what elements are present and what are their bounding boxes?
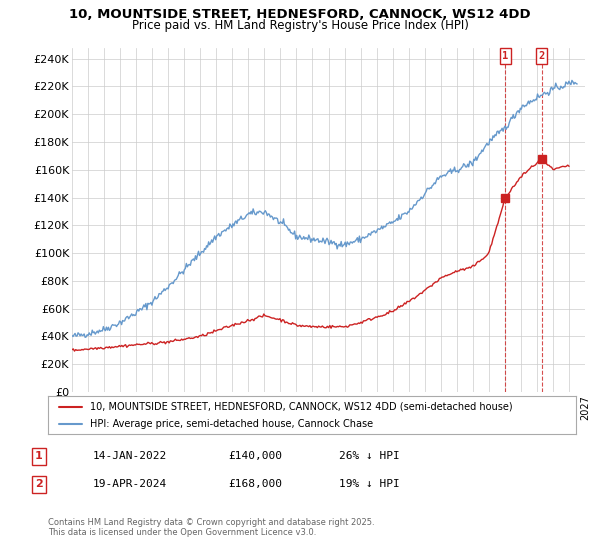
Text: £168,000: £168,000 <box>228 479 282 489</box>
Text: Contains HM Land Registry data © Crown copyright and database right 2025.
This d: Contains HM Land Registry data © Crown c… <box>48 518 374 538</box>
Text: Price paid vs. HM Land Registry's House Price Index (HPI): Price paid vs. HM Land Registry's House … <box>131 19 469 32</box>
Text: 1: 1 <box>502 51 509 61</box>
Text: HPI: Average price, semi-detached house, Cannock Chase: HPI: Average price, semi-detached house,… <box>90 419 373 430</box>
Text: 19% ↓ HPI: 19% ↓ HPI <box>339 479 400 489</box>
Text: 10, MOUNTSIDE STREET, HEDNESFORD, CANNOCK, WS12 4DD: 10, MOUNTSIDE STREET, HEDNESFORD, CANNOC… <box>69 8 531 21</box>
Text: 2: 2 <box>538 51 545 61</box>
Text: 26% ↓ HPI: 26% ↓ HPI <box>339 451 400 461</box>
Text: 19-APR-2024: 19-APR-2024 <box>93 479 167 489</box>
Text: £140,000: £140,000 <box>228 451 282 461</box>
Text: 1: 1 <box>35 451 43 461</box>
Text: 2: 2 <box>35 479 43 489</box>
Text: 14-JAN-2022: 14-JAN-2022 <box>93 451 167 461</box>
Text: 10, MOUNTSIDE STREET, HEDNESFORD, CANNOCK, WS12 4DD (semi-detached house): 10, MOUNTSIDE STREET, HEDNESFORD, CANNOC… <box>90 402 513 412</box>
